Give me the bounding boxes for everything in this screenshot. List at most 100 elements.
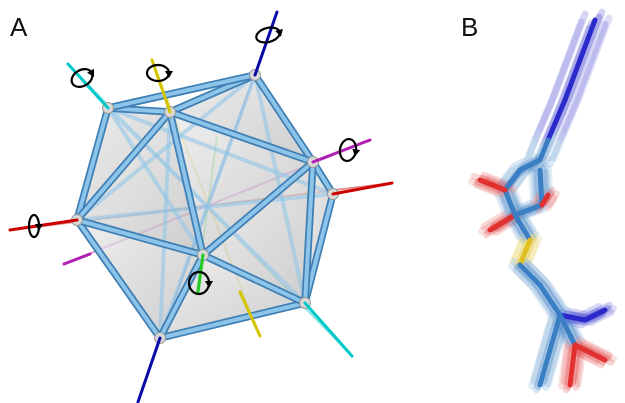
bond-segment (558, 94, 583, 142)
bond-segment (575, 54, 598, 102)
bond-segment (522, 263, 550, 291)
icosahedron-edge (201, 253, 307, 305)
bond-segment (544, 165, 554, 208)
bond-segment (509, 185, 527, 218)
bond-segment (520, 256, 548, 284)
bond-segment (468, 177, 501, 195)
bond-segment (480, 171, 513, 189)
icosahedron-front-edges (73, 71, 337, 342)
bond-segment (524, 235, 542, 268)
symmetry-axis-end (331, 181, 394, 196)
icosahedron-edge (75, 218, 205, 257)
bond-segment (580, 13, 603, 61)
symmetry-axis-end (311, 138, 372, 164)
rotation-arrowhead (205, 281, 213, 288)
bond-segment (478, 174, 511, 192)
bond-segment (546, 140, 562, 168)
bond-segment (532, 286, 560, 324)
bond-segment (579, 340, 617, 363)
icosahedron-edge (303, 160, 315, 305)
bond-segment (510, 232, 528, 265)
bond-segment (558, 342, 571, 390)
rotation-arrow-icon (255, 26, 283, 44)
symmetry-axis-end (196, 253, 205, 294)
symmetry-axis-end (66, 62, 110, 110)
bond-segment (554, 100, 579, 148)
bond-segment (548, 312, 571, 350)
bond-segment (530, 98, 555, 146)
bond-segment (557, 312, 578, 348)
bond-segment (575, 336, 613, 359)
bond-segment (542, 283, 570, 321)
bond-segment (551, 88, 576, 136)
bond-segment (567, 342, 578, 388)
bond-segment (518, 259, 546, 287)
bond-segment (502, 167, 523, 193)
bond-segment (560, 337, 573, 385)
bond-segment (517, 213, 540, 246)
bond-segment (544, 280, 572, 318)
bond-segment (555, 64, 578, 112)
symmetry-axis-end (238, 290, 262, 338)
bond-segment (546, 190, 560, 208)
bond-segment (522, 158, 550, 176)
symmetry-axes-front (8, 10, 394, 403)
icosahedron-edge (158, 301, 307, 340)
overlaid-conformer (484, 14, 617, 388)
rotation-arrow-icon (27, 213, 43, 239)
icosahedron-back-edge (75, 192, 335, 222)
bond-segment (508, 262, 536, 290)
bond-segment (472, 181, 505, 199)
bond-segment (540, 341, 558, 384)
bond-segment (495, 162, 518, 190)
symmetry-axis-end (62, 252, 92, 266)
bond-segment (537, 167, 545, 208)
bond-segment (538, 279, 566, 317)
molecule-ensemble (468, 8, 617, 394)
icosahedron-edge (75, 110, 172, 222)
rotation-arrow-icon (145, 63, 173, 83)
bond-segment (540, 133, 556, 161)
bond-segment (530, 342, 548, 385)
bond-segment (524, 260, 552, 288)
bond-segment (530, 192, 544, 210)
bond-segment (540, 276, 568, 314)
bond-segment (562, 57, 583, 103)
icosahedron-back-edge (158, 73, 257, 340)
bond-segment (526, 130, 542, 158)
icosahedron-edge (158, 253, 205, 340)
bond-segment (508, 157, 536, 175)
bond-segment (566, 10, 589, 58)
bond-segment (572, 342, 608, 363)
panel-label-b: B (461, 12, 479, 42)
icosahedron-edge (106, 73, 257, 110)
bond-segment (547, 312, 563, 353)
bond-segment (551, 50, 574, 98)
bond-segment (522, 138, 538, 166)
bond-segment (583, 8, 606, 56)
bond-segment (543, 128, 559, 156)
bond-segment (589, 305, 617, 323)
bond-segment (517, 203, 552, 221)
bond-segment (545, 97, 568, 143)
bond-segment (557, 312, 588, 323)
bond-segment (478, 212, 511, 235)
bond-segment (572, 343, 585, 391)
bond-segment (544, 345, 562, 388)
icosahedron-edge (201, 160, 315, 257)
bond-segment (522, 238, 540, 271)
bond-segment (544, 193, 558, 211)
bond-segment (568, 48, 591, 96)
rotation-arrowhead (275, 28, 283, 37)
icosahedron-back-edge (158, 110, 172, 340)
bond-segment (562, 346, 575, 394)
bond-segment (513, 209, 536, 242)
bond-segment (505, 181, 523, 214)
bond-segment (509, 165, 532, 193)
bond-segment (528, 167, 538, 210)
bond-segment (510, 152, 538, 170)
bond-segment (528, 347, 546, 390)
bond-segment (577, 311, 605, 329)
icosahedron-edge (253, 73, 315, 164)
bond-segment (575, 302, 603, 320)
